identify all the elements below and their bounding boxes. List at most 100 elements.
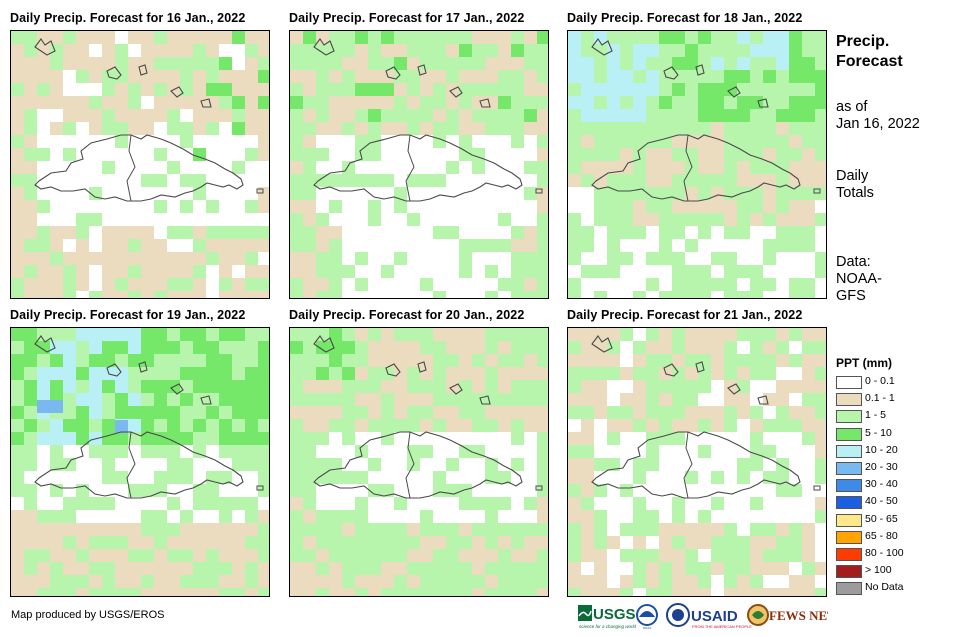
precip-cell [245, 432, 258, 445]
precip-cell [50, 432, 63, 445]
precip-cell [698, 458, 711, 471]
precip-cell [232, 278, 245, 291]
precip-cell [128, 536, 141, 549]
precip-cell [89, 380, 102, 393]
precip-cell [711, 135, 724, 148]
precip-cell [141, 70, 154, 83]
precip-cell [368, 445, 381, 458]
precip-cell [355, 226, 368, 239]
precip-cell [750, 510, 763, 523]
precip-cell [232, 187, 245, 200]
precip-cell [511, 445, 524, 458]
precip-cell [381, 354, 394, 367]
precip-cell [394, 213, 407, 226]
precip-cell [50, 536, 63, 549]
precip-cell [802, 497, 815, 510]
precip-cell [50, 226, 63, 239]
coastline [695, 361, 705, 373]
precip-cell [672, 200, 685, 213]
precip-cell [219, 174, 232, 187]
precip-cell [115, 148, 128, 161]
precip-cell [355, 265, 368, 278]
totals-line1: Daily [836, 168, 869, 184]
precip-cell [37, 341, 50, 354]
precip-cell [446, 341, 459, 354]
precip-cell [245, 174, 258, 187]
legend-swatch [836, 393, 862, 407]
precip-cell [381, 239, 394, 252]
precip-cell [232, 239, 245, 252]
precip-cell [154, 109, 167, 122]
precip-cell [24, 471, 37, 484]
precip-cell [394, 484, 407, 497]
precip-cell [737, 174, 750, 187]
precip-cell [459, 200, 472, 213]
precip-cell [815, 354, 826, 367]
precip-cell [607, 497, 620, 510]
precip-cell [446, 471, 459, 484]
precip-cell [646, 536, 659, 549]
precip-cell [485, 200, 498, 213]
precip-cell [763, 484, 776, 497]
precip-cell [524, 354, 537, 367]
precip-cell [245, 380, 258, 393]
precip-cell [206, 148, 219, 161]
precip-cell [37, 44, 50, 57]
precip-cell [245, 588, 258, 596]
precip-cell [303, 109, 316, 122]
precip-cell [511, 484, 524, 497]
precip-cell [802, 445, 815, 458]
precip-cell [342, 135, 355, 148]
precip-cell [11, 328, 24, 341]
precip-cell [63, 44, 76, 57]
precip-cell [381, 135, 394, 148]
precip-cell [459, 187, 472, 200]
precip-cell [446, 148, 459, 161]
precip-cell [154, 549, 167, 562]
precip-cell [141, 291, 154, 298]
fews-net-logo: FEWS NET [747, 604, 836, 626]
precip-cell [802, 265, 815, 278]
precip-cell [394, 83, 407, 96]
precip-cell [763, 497, 776, 510]
precip-cell [89, 341, 102, 354]
legend-swatch [836, 462, 862, 475]
precip-cell [206, 367, 219, 380]
precip-cell [802, 380, 815, 393]
precip-cell [219, 83, 232, 96]
precip-cell [329, 135, 342, 148]
legend-label: 50 - 65 [865, 512, 898, 525]
precip-cell [24, 575, 37, 588]
coastline [385, 66, 401, 80]
precip-cell [89, 239, 102, 252]
precip-cell [724, 239, 737, 252]
precip-cell [115, 380, 128, 393]
precip-cell [219, 575, 232, 588]
map-canvas-4 [11, 328, 269, 596]
precip-cell [433, 445, 446, 458]
precip-cell [607, 70, 620, 83]
precip-cell [245, 31, 258, 44]
precip-cell [568, 497, 581, 510]
precip-cell [446, 187, 459, 200]
precip-cell [154, 135, 167, 148]
precip-cell [620, 109, 633, 122]
precip-cell [524, 536, 537, 549]
precip-cell [802, 328, 815, 341]
precip-cell [102, 354, 115, 367]
precip-cell [581, 83, 594, 96]
precip-cell [167, 31, 180, 44]
precip-cell [76, 432, 89, 445]
precip-cell [37, 96, 50, 109]
coastline [170, 86, 184, 98]
precip-cell [594, 575, 607, 588]
precip-cell [685, 419, 698, 432]
precip-cell [167, 406, 180, 419]
precip-cell [511, 497, 524, 510]
precip-cell [524, 109, 537, 122]
legend-swatch [836, 410, 862, 424]
precip-cell [724, 458, 737, 471]
precip-cell [594, 445, 607, 458]
precip-cell [763, 70, 776, 83]
precip-cell [789, 109, 802, 122]
